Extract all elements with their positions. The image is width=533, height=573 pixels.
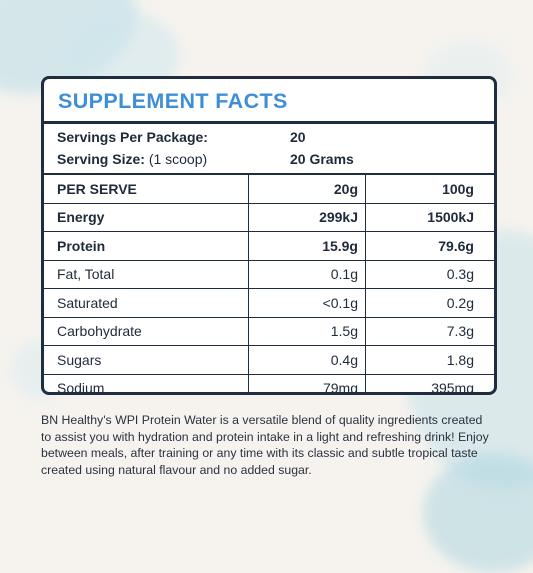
row-value-per-serve: 0.1g [330,266,358,283]
row-value-per-serve: <0.1g [322,294,358,311]
row-value-per-100g: 1.8g [446,351,474,368]
product-description: BN Healthy's WPI Protein Water is a vers… [41,413,489,478]
divider [44,121,494,124]
row-value-per-100g: 7.3g [446,323,474,340]
header-col-per-100g: 100g [442,180,474,197]
row-label: Protein [57,237,106,254]
row-label: Energy [57,209,105,226]
row-value-per-100g: 79.6g [438,237,474,254]
serving-size-text: Serving Size: [57,151,145,167]
panel-title: SUPPLEMENT FACTS [58,89,288,113]
row-value-per-serve: 79mg [322,380,358,395]
header-col-per-serve: 20g [333,180,358,197]
row-label: Carbohydrate [57,323,142,340]
row-label: Fat, Total [57,266,115,283]
table-row: Energy 299kJ 1500kJ [44,204,494,232]
row-value-per-100g: 1500kJ [427,209,474,226]
row-value-per-serve: 299kJ [319,209,358,226]
row-label: Saturated [57,294,118,311]
serving-size-note: (1 scoop) [148,151,208,167]
servings-per-package-label: Servings Per Package: [57,129,208,145]
row-value-per-serve: 1.5g [330,323,358,340]
supplement-facts-panel: SUPPLEMENT FACTS Servings Per Package: 2… [41,76,497,395]
servings-per-package-value: 20 [290,129,306,145]
row-label: Sugars [57,351,102,368]
table-row: Saturated <0.1g 0.2g [44,289,494,318]
column-divider [248,175,249,392]
row-value-per-serve: 0.4g [330,351,358,368]
table-row: Sodium 79mg 395mg [44,375,494,395]
row-value-per-serve: 15.9g [322,237,358,254]
table-header-row: PER SERVE 20g 100g [44,175,494,204]
table-row: Sugars 0.4g 1.8g [44,346,494,375]
table-row: Protein 15.9g 79.6g [44,232,494,261]
table-row: Fat, Total 0.1g 0.3g [44,261,494,289]
serving-size-value: 20 Grams [290,151,354,167]
nutrition-table: PER SERVE 20g 100g Energy 299kJ 1500kJ Prot… [44,175,494,395]
table-row: Carbohydrate 1.5g 7.3g [44,318,494,346]
row-value-per-100g: 395mg [431,380,474,395]
row-value-per-100g: 0.3g [446,266,474,283]
divider [44,173,494,175]
serving-size-label: Serving Size: (1 scoop) [57,149,207,170]
row-label: Sodium [57,380,105,395]
header-label: PER SERVE [57,180,137,197]
row-value-per-100g: 0.2g [446,294,474,311]
column-divider [365,175,366,392]
